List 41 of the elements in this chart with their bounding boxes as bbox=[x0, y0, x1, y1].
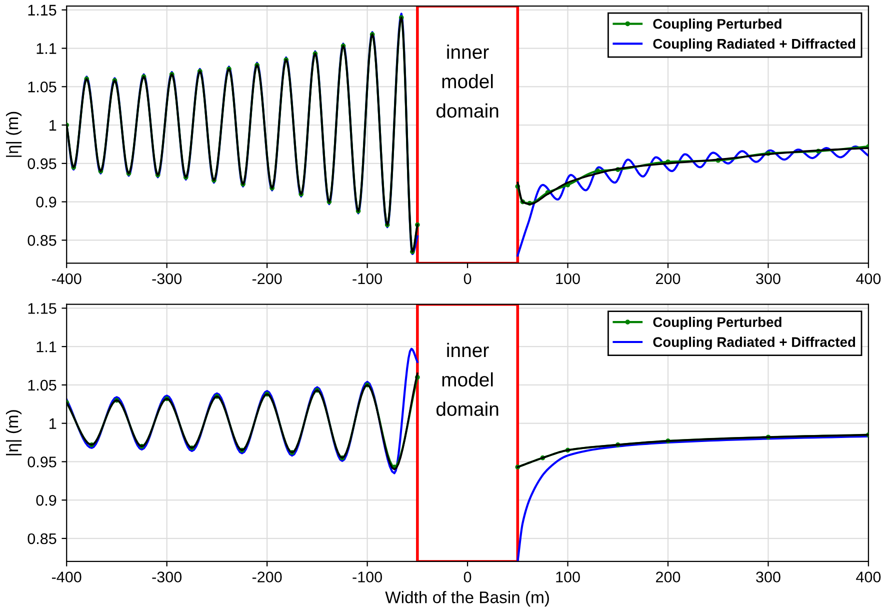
x-tick-label: -400 bbox=[52, 273, 82, 284]
y-tick-label: 0.95 bbox=[28, 456, 56, 468]
x-tick-label: 100 bbox=[556, 572, 580, 582]
x-tick-label: 400 bbox=[856, 273, 881, 284]
x-tick-label: 100 bbox=[556, 273, 580, 284]
x-tick-label: 300 bbox=[756, 572, 780, 582]
x-tick-label: 200 bbox=[656, 273, 680, 284]
x-tick-label: 200 bbox=[656, 572, 680, 582]
y-tick-label: 1 bbox=[50, 418, 56, 429]
x-tick-label: -200 bbox=[252, 572, 282, 582]
y-tick-label: 1 bbox=[50, 120, 56, 131]
x-tick-label: 300 bbox=[756, 273, 780, 284]
x-tick-label: -300 bbox=[152, 572, 182, 582]
x-tick-label: -300 bbox=[152, 273, 182, 284]
band-label: inner model domain bbox=[436, 342, 498, 416]
legend-label: Coupling Radiated + Diffracted bbox=[653, 38, 856, 52]
x-axis-title: Width of the Basin (m) bbox=[385, 590, 549, 607]
y-tick-label: 0.85 bbox=[28, 235, 56, 246]
y-tick-label: 1.1 bbox=[36, 342, 56, 352]
y-tick-label: 0.85 bbox=[28, 533, 56, 544]
x-tick-label: -200 bbox=[252, 273, 282, 284]
y-tick-label: 1.15 bbox=[28, 4, 56, 16]
band-label: inner model domain bbox=[436, 44, 498, 118]
y-axis-title: |η| (m) bbox=[6, 112, 22, 157]
y-axis-title: |η| (m) bbox=[6, 410, 22, 456]
y-tick-label: 0.9 bbox=[36, 494, 56, 506]
x-tick-label: -100 bbox=[352, 572, 382, 582]
y-tick-label: 1.1 bbox=[36, 43, 56, 54]
legend-label: Coupling Perturbed bbox=[653, 18, 782, 32]
legend-label: Coupling Radiated + Diffracted bbox=[653, 336, 856, 350]
y-tick-label: 0.95 bbox=[28, 158, 56, 170]
x-tick-label: -400 bbox=[52, 572, 82, 582]
x-tick-label: 0 bbox=[464, 572, 472, 582]
y-tick-label: 0.9 bbox=[36, 196, 56, 208]
legend-label: Coupling Perturbed bbox=[653, 316, 782, 330]
x-tick-label: -100 bbox=[352, 273, 382, 284]
y-tick-label: 1.05 bbox=[28, 82, 56, 92]
x-tick-label: 0 bbox=[464, 273, 472, 284]
x-tick-label: 400 bbox=[856, 572, 881, 582]
y-tick-label: 1.05 bbox=[28, 380, 56, 391]
y-tick-label: 1.15 bbox=[28, 303, 56, 314]
